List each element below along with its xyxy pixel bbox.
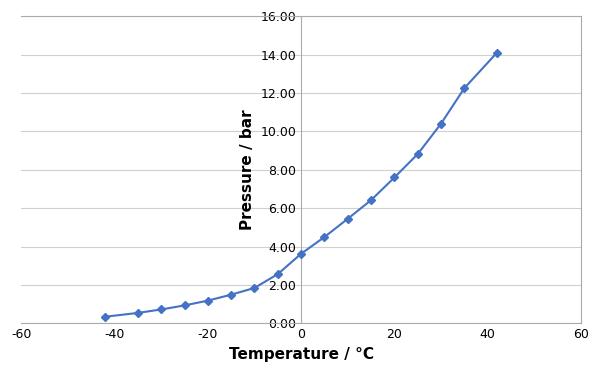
Y-axis label: Pressure / bar: Pressure / bar: [240, 110, 255, 230]
X-axis label: Temperature / °C: Temperature / °C: [229, 347, 374, 362]
